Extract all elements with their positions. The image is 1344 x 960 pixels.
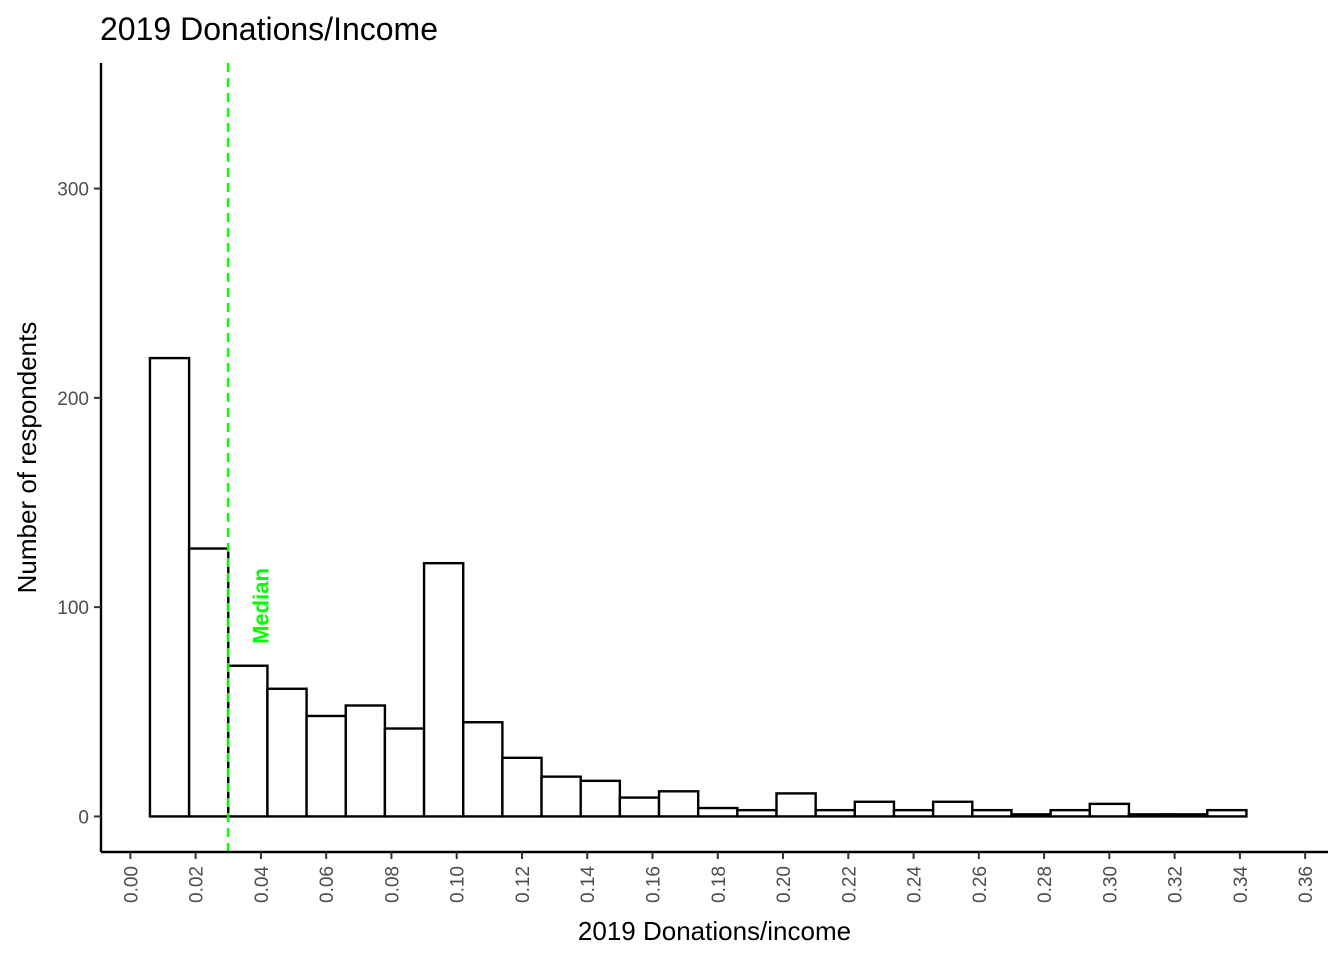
histogram-bar <box>1049 808 1091 818</box>
histogram-bar <box>1088 802 1131 818</box>
y-tick-label: 100 <box>57 598 89 619</box>
x-tick-label: 0.26 <box>970 866 991 903</box>
y-tick-label: 300 <box>57 180 89 201</box>
histogram-bar <box>266 687 308 818</box>
x-tick-label: 0.02 <box>187 866 208 903</box>
histogram-bar <box>227 664 269 818</box>
x-tick-label: 0.22 <box>839 866 860 903</box>
x-tick-label: 0.24 <box>905 866 926 903</box>
histogram-bar <box>657 790 700 818</box>
histogram-bar <box>618 796 661 818</box>
histogram-bar <box>931 800 974 818</box>
median-label: Median <box>248 568 273 644</box>
x-tick-label: 0.34 <box>1231 866 1252 903</box>
bars-layer <box>148 356 1248 818</box>
histogram-bar <box>971 808 1013 818</box>
x-tick-label: 0.30 <box>1100 866 1121 903</box>
x-ticks-layer: 0.00 0.02 0.04 0.06 0.08 0.10 0.12 0.14 0.16 0.18… <box>121 852 1317 903</box>
histogram-bar <box>422 561 465 818</box>
x-tick-label: 0.08 <box>382 866 403 903</box>
histogram-bar <box>1166 813 1209 818</box>
histogram-bar <box>540 775 582 818</box>
chart-title: 2019 Donations/Income <box>100 11 438 47</box>
x-tick-label: 0.10 <box>448 866 469 903</box>
x-tick-label: 0.14 <box>578 866 599 903</box>
x-tick-label: 0.32 <box>1166 866 1187 903</box>
x-tick-label: 0.20 <box>774 866 795 903</box>
histogram-bar <box>775 792 817 818</box>
x-tick-label: 0.00 <box>121 866 142 903</box>
histogram-bar <box>892 808 935 818</box>
histogram-bar <box>1010 813 1052 818</box>
x-tick-label: 0.04 <box>252 866 273 903</box>
x-tick-label: 0.28 <box>1035 866 1056 903</box>
x-tick-label: 0.12 <box>513 866 534 903</box>
x-tick-label: 0.18 <box>709 866 730 903</box>
histogram-bar <box>1206 808 1248 818</box>
histogram-bar <box>736 808 778 818</box>
histogram-bar <box>383 727 426 818</box>
axes-layer <box>99 63 1328 854</box>
y-tick-label: 200 <box>57 389 89 410</box>
y-ticks-layer: 0 100 200 300 <box>57 180 101 828</box>
y-tick-label: 0 <box>78 807 89 828</box>
histogram-bar <box>1127 813 1170 818</box>
x-tick-label: 0.36 <box>1296 866 1317 903</box>
histogram-bar <box>814 808 857 818</box>
x-tick-label: 0.06 <box>317 866 338 903</box>
histogram-bar <box>148 356 191 818</box>
histogram-bar <box>187 547 230 818</box>
histogram-bar <box>305 714 347 818</box>
y-axis-title: Number of respondents <box>12 322 42 594</box>
median-layer: Median <box>227 63 273 852</box>
histogram-bar <box>579 779 622 818</box>
x-axis-title: 2019 Donations/income <box>578 916 851 946</box>
histogram-bar <box>696 806 739 818</box>
histogram-bar <box>344 704 387 818</box>
x-tick-label: 0.16 <box>643 866 664 903</box>
histogram-bar <box>501 756 543 818</box>
histogram-bar <box>462 721 504 818</box>
histogram-bar <box>853 800 896 818</box>
